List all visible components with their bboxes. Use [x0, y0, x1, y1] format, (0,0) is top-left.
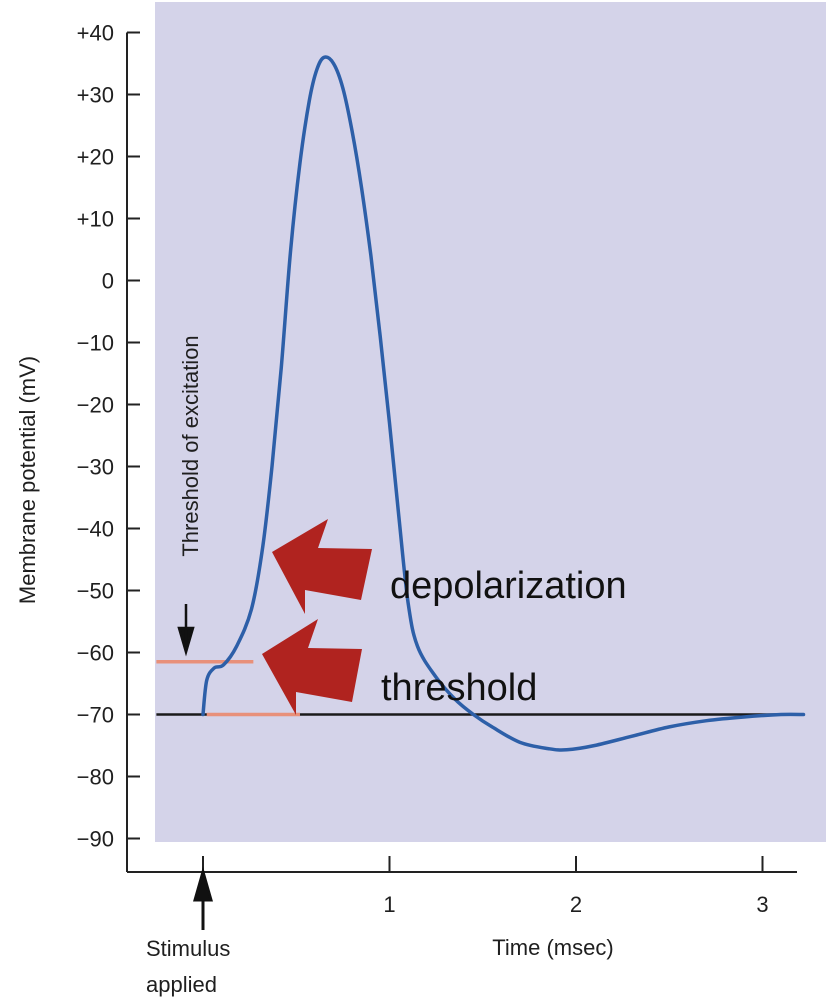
stimulus-label-line1: Stimulus — [146, 936, 230, 961]
y-tick-label: −10 — [77, 331, 114, 356]
stimulus-label-line2: applied — [146, 972, 217, 997]
threshold-down-arrow-icon — [177, 604, 195, 657]
threshold-label: threshold — [381, 667, 537, 709]
threshold-red-arrow-icon — [262, 619, 362, 715]
curve-group — [201, 55, 806, 752]
x-tick-label: 1 — [383, 892, 395, 917]
threshold-of-excitation-label: Threshold of excitation — [178, 335, 203, 556]
annotations: Time (msec) Membrane potential (mV) Thre… — [15, 335, 627, 997]
x-tick-label: 3 — [756, 892, 768, 917]
y-tick-label: +10 — [77, 207, 114, 232]
stimulus-up-arrow-icon — [193, 866, 213, 930]
y-tick-label: −40 — [77, 517, 114, 542]
y-tick-label: −70 — [77, 703, 114, 728]
axes — [126, 32, 797, 873]
depolarization-label: depolarization — [390, 565, 627, 607]
y-tick-label: +40 — [77, 21, 114, 46]
reference-lines — [156, 660, 804, 717]
ticks: +40 +30 +20 +10 0 −10 −20 −30 −40 −50 −60 −70 −80 −90… — [77, 21, 769, 918]
y-tick-label: −20 — [77, 393, 114, 418]
depolarization-red-arrow-icon — [272, 519, 372, 614]
y-tick-label: +30 — [77, 83, 114, 108]
membrane-potential-curve — [201, 55, 806, 752]
y-tick-label: −90 — [77, 827, 114, 852]
y-tick-label: −80 — [77, 765, 114, 790]
y-tick-label: +20 — [77, 145, 114, 170]
plot-background — [155, 2, 826, 842]
x-tick-label: 2 — [570, 892, 582, 917]
y-axis-title: Membrane potential (mV) — [15, 356, 40, 604]
x-axis-title: Time (msec) — [492, 935, 613, 960]
y-tick-label: −60 — [77, 641, 114, 666]
y-tick-label: 0 — [102, 269, 114, 294]
y-tick-label: −50 — [77, 579, 114, 604]
y-tick-label: −30 — [77, 455, 114, 480]
